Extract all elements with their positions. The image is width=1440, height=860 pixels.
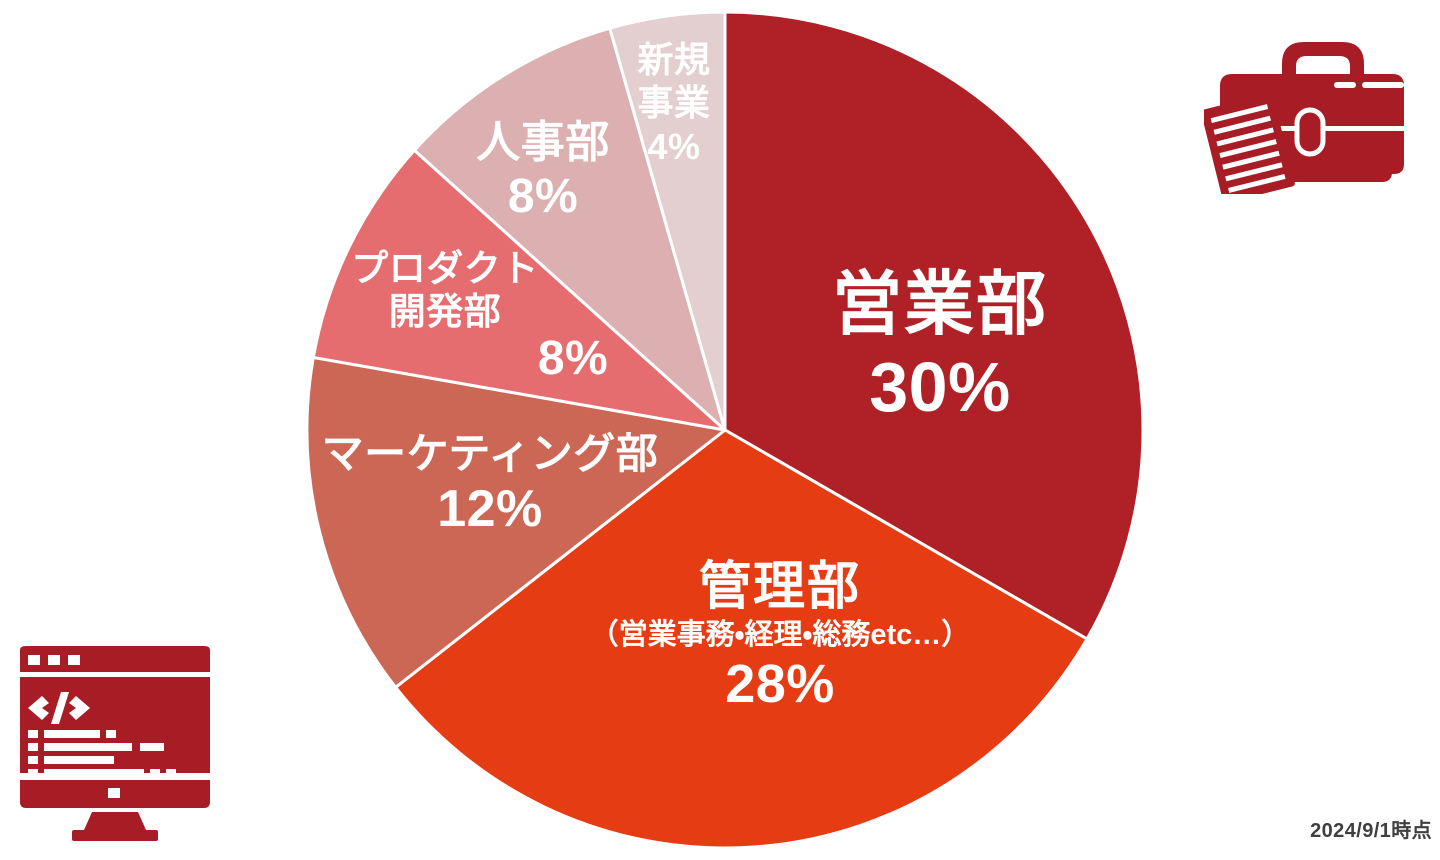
pie-slice (311, 148, 727, 432)
pie-slice (608, 10, 727, 432)
pie-slice (723, 10, 1145, 641)
pie-slice-group (305, 10, 1145, 850)
pie-slice (412, 26, 727, 432)
pie-slice (305, 355, 727, 689)
briefcase-icon (1204, 42, 1406, 194)
date-note: 2024/9/1時点 (1310, 820, 1432, 842)
code-monitor-icon (20, 646, 210, 841)
pie-slice (394, 428, 1089, 850)
